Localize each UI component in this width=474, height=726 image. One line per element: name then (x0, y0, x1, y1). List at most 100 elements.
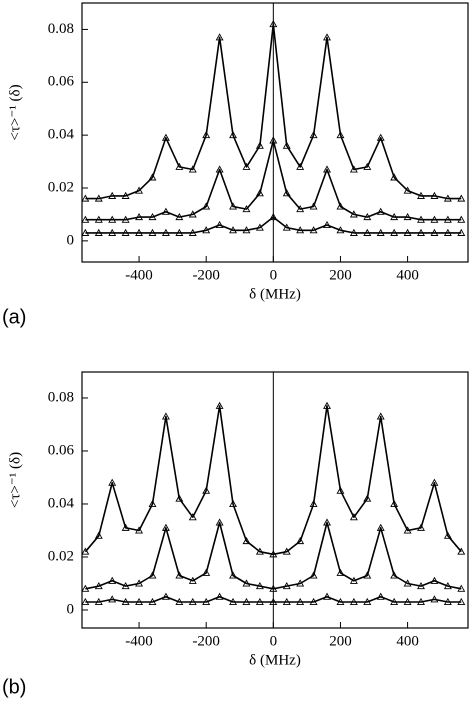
data-marker (148, 571, 157, 579)
data-marker (202, 597, 211, 606)
data-marker (443, 582, 452, 590)
data-marker (135, 579, 144, 587)
y-tick-label: 0.06 (48, 442, 75, 458)
data-marker (269, 212, 278, 221)
data-marker (202, 202, 211, 210)
y-tick-label: 0.04 (48, 495, 75, 511)
data-marker (94, 194, 103, 202)
data-marker (336, 131, 345, 139)
data-marker (188, 165, 197, 173)
data-marker (282, 582, 291, 590)
data-marker (229, 499, 238, 507)
data-marker (121, 191, 130, 199)
data-marker (309, 131, 318, 139)
y-tick-label: 0.02 (48, 548, 74, 564)
data-marker (94, 228, 103, 236)
data-marker (269, 550, 278, 558)
data-marker (376, 133, 385, 141)
data-marker (161, 412, 170, 420)
data-marker (376, 207, 385, 215)
data-marker (390, 571, 399, 579)
data-marker (135, 228, 144, 236)
data-marker (161, 592, 170, 600)
data-marker (430, 576, 439, 584)
data-marker (390, 499, 399, 507)
data-marker (457, 215, 466, 223)
data-marker (215, 401, 224, 409)
data-marker (202, 131, 211, 139)
data-marker (457, 194, 466, 202)
data-marker (148, 499, 157, 507)
data-marker (349, 576, 358, 584)
series-line (85, 595, 462, 603)
x-tick-label: -200 (192, 267, 220, 283)
x-tick-label: 0 (270, 633, 278, 649)
x-tick-label: -200 (192, 633, 220, 649)
panel-label: (a) (2, 306, 26, 328)
data-marker (336, 202, 345, 210)
data-marker (135, 186, 144, 194)
data-marker (202, 568, 211, 576)
data-marker (242, 597, 251, 606)
data-marker (443, 228, 452, 236)
data-marker (108, 215, 117, 223)
data-marker (323, 33, 331, 41)
data-marker (430, 478, 439, 486)
y-axis-label: <τ>⁻¹ (δ) (7, 452, 23, 508)
data-marker (161, 523, 170, 531)
data-marker (81, 215, 90, 223)
data-marker (148, 173, 157, 181)
data-marker (175, 597, 184, 606)
data-marker (390, 212, 399, 221)
data-marker (296, 205, 305, 213)
data-marker (175, 494, 184, 502)
data-marker (269, 597, 278, 606)
data-marker (175, 571, 184, 579)
data-marker (94, 531, 103, 539)
data-marker (161, 228, 170, 236)
data-marker (81, 228, 90, 236)
data-marker (363, 597, 372, 606)
data-marker (242, 536, 251, 545)
data-marker (323, 401, 331, 409)
data-marker (457, 547, 466, 555)
data-marker (430, 228, 439, 236)
data-marker (161, 207, 170, 215)
data-marker (269, 20, 278, 28)
data-marker (336, 226, 345, 234)
series-line (85, 139, 462, 221)
data-marker (296, 536, 305, 545)
data-marker (215, 518, 224, 526)
data-marker (135, 597, 144, 606)
data-marker (175, 162, 184, 170)
data-marker (296, 597, 305, 606)
data-marker (255, 597, 264, 606)
data-marker (135, 526, 144, 534)
data-marker (255, 582, 264, 590)
x-axis-label: δ (MHz) (249, 286, 301, 302)
data-marker (108, 228, 117, 236)
data-marker (403, 579, 412, 587)
data-marker (255, 189, 264, 197)
data-marker (229, 202, 238, 210)
data-marker (202, 486, 211, 494)
data-marker (282, 223, 291, 231)
data-marker (215, 592, 224, 600)
data-marker (282, 597, 291, 606)
data-marker (242, 226, 251, 234)
data-marker (215, 220, 224, 229)
data-marker (188, 576, 197, 584)
data-marker (403, 212, 412, 221)
data-marker (457, 584, 466, 592)
data-marker (349, 228, 358, 236)
data-marker (188, 210, 197, 218)
y-tick-label: 0.08 (48, 21, 74, 37)
data-marker (121, 597, 130, 606)
data-marker (323, 592, 331, 600)
data-marker (242, 579, 251, 587)
series-line (84, 405, 462, 556)
data-marker (363, 212, 372, 221)
data-marker (336, 486, 345, 494)
plot-frame (81, 2, 469, 263)
